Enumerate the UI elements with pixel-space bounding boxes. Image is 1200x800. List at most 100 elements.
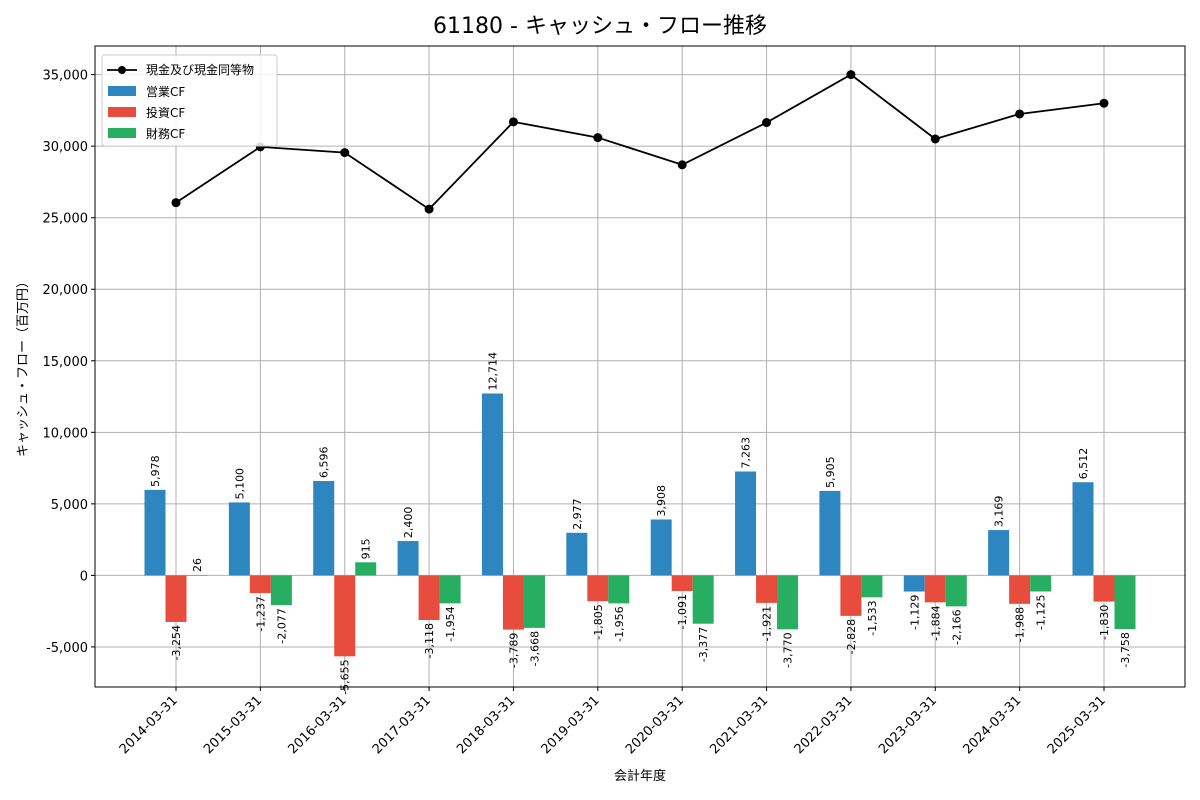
y-tick-label: -5,000 [46,641,88,656]
bar-value-label: 6,512 [1077,448,1090,480]
legend-swatch-1 [108,107,136,117]
legend-entry-cash: 現金及び現金同等物 [146,62,254,77]
x-tick-label: 2025-03-31 [1045,693,1109,757]
bar-value-label: 6,596 [318,447,331,479]
legend-entry-0: 営業CF [146,85,185,99]
bar-operating [819,490,841,576]
bar-investing [587,575,609,602]
bar-value-label: -1,830 [1098,605,1111,640]
bar-value-label: -1,988 [1014,607,1027,642]
bar-operating [144,489,166,576]
bar-operating [1072,482,1094,576]
bar-value-label: 3,169 [993,496,1006,528]
bar-labels: 5,978 5,100 6,596 2,400 12,714 2,977 3,908 7,26… [149,352,1132,695]
bar-value-label: 3,908 [655,485,668,517]
bar-value-label: -1,237 [254,596,267,631]
cash-line [171,70,1109,214]
x-tick-label: 2017-03-31 [370,693,434,757]
bar-value-label: 2,400 [402,507,415,539]
bar-value-label: 5,100 [233,468,246,500]
bar-value-label: -3,377 [697,627,710,662]
bar-investing [1009,575,1031,604]
bar-investing [418,575,440,621]
bar-value-label: -3,770 [782,632,795,667]
bar-value-label: 5,905 [824,456,837,488]
bar-value-label: 26 [191,558,204,572]
y-axis-label: キャッシュ・フロー（百万円） [16,275,31,457]
bar-financing [523,575,545,628]
bar-value-label: -3,668 [528,631,541,666]
cash-line-point [508,117,518,127]
bar-investing [334,575,356,657]
bar-value-label: -2,166 [950,609,963,644]
bar-value-label: -5,655 [339,659,352,694]
bar-investing [249,575,271,594]
bar-value-label: -1,805 [592,604,605,639]
bar-operating [903,575,925,592]
x-tick-label: 2021-03-31 [707,693,771,757]
y-tick-label: 35,000 [43,69,89,84]
cash-line-point [846,70,856,80]
bar-financing [1030,575,1052,592]
plot-frame [94,45,1186,688]
x-tick-label: 2018-03-31 [454,693,518,757]
bar-investing [756,575,778,603]
bar-operating [566,532,588,576]
bar-value-label: -1,921 [761,606,774,641]
bar-operating [650,519,672,576]
legend-swatch-0 [108,86,136,96]
bar-financing [439,575,461,604]
bar-value-label: -1,129 [908,595,921,630]
bar-value-label: -1,956 [613,606,626,641]
x-tick-label: 2020-03-31 [623,693,687,757]
x-axis-label: 会計年度 [614,768,666,784]
bar-investing [1093,575,1115,602]
bar-operating [988,530,1010,576]
legend-entry-2: 財務CF [146,126,185,141]
bar-operating [735,471,757,576]
legend-line-marker [118,66,126,74]
chart-title: 61180 - キャッシュ・フロー推移 [433,14,767,39]
x-tick-label: 2016-03-31 [286,693,350,757]
x-tick-label: 2024-03-31 [960,693,1024,757]
bar-investing [165,575,187,622]
bar-value-label: -2,828 [845,619,858,654]
y-tick-label: 30,000 [43,140,89,155]
bar-financing [186,575,208,576]
bar-value-label: 12,714 [486,352,499,391]
bar-financing [777,575,799,630]
bar-value-label: -3,758 [1119,632,1132,667]
bar-investing [502,575,524,630]
bar-investing [840,575,862,616]
bar-financing [1114,575,1136,630]
y-tick-label: 5,000 [51,498,88,513]
bar-value-label: 7,263 [740,437,753,469]
x-tick-label: 2023-03-31 [876,693,940,757]
cash-line-point [930,134,940,144]
legend-entry-1: 投資CF [146,105,185,120]
y-tick-label: 25,000 [43,212,89,227]
bar-value-label: -1,533 [866,600,879,635]
bar-financing [270,575,292,606]
y-tick-label: 15,000 [43,355,89,370]
bar-financing [945,575,967,607]
bar-value-label: -3,789 [507,633,520,668]
cash-line-path [175,73,1105,211]
x-tick-label: 2019-03-31 [539,693,603,757]
bar-value-label: 915 [360,538,373,559]
legend-swatch-2 [108,128,136,138]
bar-value-label: -3,254 [170,625,183,660]
bar-investing [924,575,946,603]
cash-line-point [593,133,603,143]
bar-value-label: -1,091 [676,594,689,629]
x-tick-label: 2022-03-31 [792,693,856,757]
cash-line-point [340,148,350,158]
bar-value-label: 2,977 [571,498,584,530]
bar-operating [397,541,419,576]
y-tick-label: 0 [80,569,88,584]
ticks: -5,000 0 5,000 10,000 15,000 20,000 25,000 30,0… [43,69,1109,758]
x-tick-label: 2014-03-31 [117,693,181,757]
x-tick-label: 2015-03-31 [201,693,265,757]
bar-financing [608,575,630,604]
